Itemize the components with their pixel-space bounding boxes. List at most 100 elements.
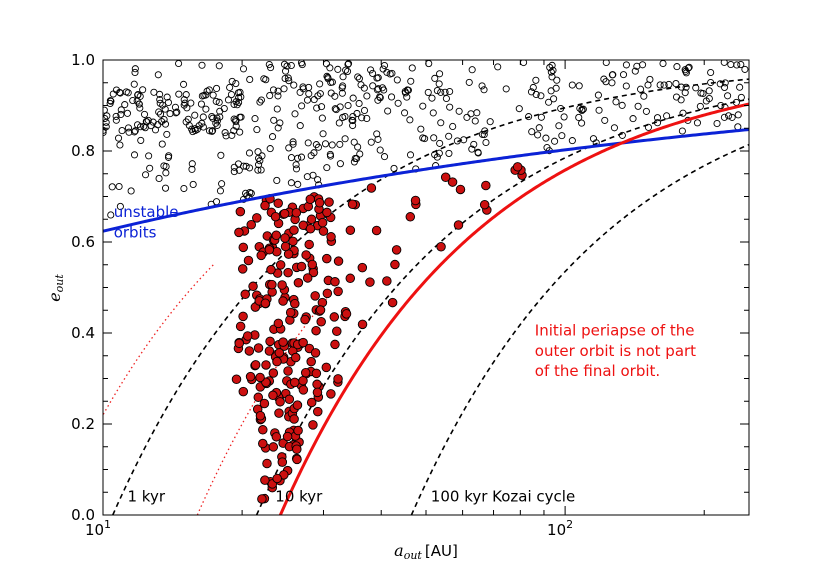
open-data-point xyxy=(309,171,317,179)
open-data-point xyxy=(557,104,565,113)
open-data-point xyxy=(297,60,306,67)
filled-data-point xyxy=(285,307,296,318)
open-data-point xyxy=(693,119,702,127)
filled-data-point xyxy=(250,360,261,370)
open-data-point xyxy=(378,84,387,92)
open-data-point xyxy=(160,115,168,124)
open-data-point xyxy=(551,137,559,145)
open-data-point xyxy=(312,141,320,149)
filled-data-point xyxy=(277,457,288,467)
open-data-point xyxy=(341,113,349,121)
open-data-point xyxy=(144,116,152,124)
open-data-point xyxy=(130,80,138,88)
open-data-point xyxy=(618,131,626,139)
open-data-point xyxy=(205,127,214,135)
filled-data-point xyxy=(313,406,323,417)
open-data-point xyxy=(180,96,188,104)
open-data-point xyxy=(305,90,313,98)
filled-data-point xyxy=(268,368,279,378)
open-data-point xyxy=(256,98,264,106)
filled-data-point xyxy=(265,336,275,347)
open-data-point xyxy=(665,80,673,88)
filled-data-point xyxy=(231,374,242,384)
kozai_100kyr-dashed-line xyxy=(410,143,749,515)
open-data-point xyxy=(338,89,346,97)
open-data-point xyxy=(107,211,115,219)
x-tick-label: 101 xyxy=(85,518,111,539)
open-data-point xyxy=(191,125,199,133)
open-data-point xyxy=(173,108,181,116)
open-data-point xyxy=(369,82,377,90)
open-data-point xyxy=(117,106,125,114)
filled-data-point xyxy=(310,348,321,358)
open-data-point xyxy=(601,116,609,124)
open-data-point xyxy=(355,75,363,83)
open-data-point xyxy=(246,188,254,197)
open-data-point xyxy=(642,107,650,115)
open-data-point xyxy=(269,86,278,94)
open-data-point xyxy=(156,96,164,104)
open-data-point xyxy=(610,124,618,132)
filled-data-point xyxy=(244,346,255,356)
filled-data-point xyxy=(366,183,377,193)
open-data-point xyxy=(292,161,300,169)
filled-data-point xyxy=(267,279,277,290)
open-data-point xyxy=(158,140,166,148)
filled-data-point xyxy=(259,398,270,409)
open-data-point xyxy=(716,80,724,88)
open-data-point xyxy=(558,132,566,140)
filled-data-point xyxy=(271,230,282,240)
open-data-point xyxy=(198,92,206,100)
annotations: unstable orbits Initial periapse of the out… xyxy=(114,203,696,505)
open-data-point xyxy=(318,114,326,122)
open-data-point xyxy=(342,66,350,74)
filled-data-point xyxy=(365,277,375,287)
open-data-point xyxy=(431,151,439,159)
open-data-point xyxy=(296,88,304,96)
filled-data-point xyxy=(272,356,282,367)
filled-data-point xyxy=(293,425,303,436)
open-data-point xyxy=(189,180,197,188)
filled-data-point xyxy=(293,278,304,288)
open-data-point xyxy=(737,61,745,69)
filled-data-point xyxy=(345,273,356,284)
filled-data-point xyxy=(330,339,340,350)
filled-data-point xyxy=(301,250,311,260)
final-periapse-line xyxy=(278,102,749,515)
open-data-point xyxy=(532,76,540,84)
filled-data-point xyxy=(238,242,249,253)
annotation-periapse_3: of the final orbit. xyxy=(535,362,660,380)
open-data-point xyxy=(527,88,536,96)
open-data-point xyxy=(216,187,224,195)
open-data-point xyxy=(344,102,352,110)
open-data-point xyxy=(256,157,264,165)
open-data-point xyxy=(121,101,129,109)
filled-data-point xyxy=(278,337,288,347)
open-data-point xyxy=(336,160,344,168)
annotation-unstable_1: unstable xyxy=(114,203,179,221)
open-data-point xyxy=(237,93,245,101)
open-data-point xyxy=(270,116,278,124)
filled-data-point xyxy=(298,337,308,348)
open-data-point xyxy=(705,87,713,95)
open-data-point xyxy=(131,65,139,73)
open-data-point xyxy=(354,143,362,151)
open-data-point xyxy=(163,93,171,101)
open-data-point xyxy=(180,101,188,109)
filled-data-point xyxy=(298,375,308,386)
open-data-point xyxy=(134,91,142,99)
filled-data-point xyxy=(390,259,400,270)
open-data-point xyxy=(663,112,671,120)
open-data-point xyxy=(242,189,250,197)
open-data-point xyxy=(203,87,211,95)
open-data-point xyxy=(350,138,358,146)
open-data-point xyxy=(314,176,322,184)
open-data-point xyxy=(115,134,123,142)
open-data-point xyxy=(720,60,728,66)
open-data-point xyxy=(117,110,125,119)
open-data-point xyxy=(713,120,721,128)
open-data-point xyxy=(135,100,143,108)
open-data-point xyxy=(175,90,183,98)
open-data-point xyxy=(639,61,647,69)
filled-data-point xyxy=(234,227,244,238)
